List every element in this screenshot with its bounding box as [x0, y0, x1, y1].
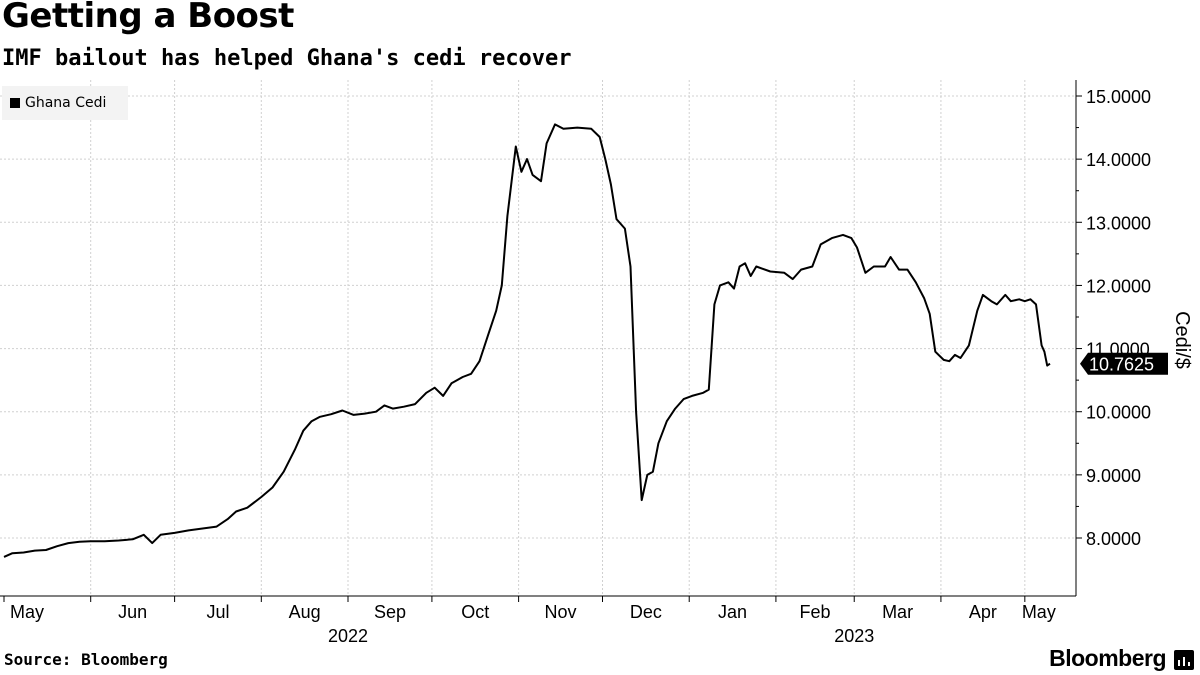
last-value-badge [1080, 352, 1168, 375]
last-value-tag: 10.7625 [1080, 352, 1168, 375]
bloomberg-logo: Bloomberg [1049, 645, 1166, 671]
x-year-label: 2023 [834, 626, 874, 646]
x-tick-label: Dec [630, 602, 662, 622]
x-tick-label: Sep [374, 602, 406, 622]
x-tick-label: Feb [800, 602, 831, 622]
x-tick-label: Mar [882, 602, 913, 622]
legend-swatch [10, 98, 20, 108]
y-tick-label: 14.0000 [1086, 150, 1151, 170]
legend-label: Ghana Cedi [25, 95, 107, 111]
gridlines [0, 80, 1076, 596]
series-line-ghana-cedi [3, 123, 1051, 558]
y-axis-label: Cedi/$ [1171, 311, 1193, 369]
y-axis: 8.00009.000010.000011.000012.000013.0000… [1075, 80, 1193, 596]
x-tick-label: Aug [289, 602, 321, 622]
y-tick-label: 15.0000 [1086, 87, 1151, 107]
legend: Ghana Cedi [2, 86, 128, 120]
y-tick-label: 10.0000 [1086, 403, 1151, 423]
source-note: Source: Bloomberg [4, 650, 168, 669]
x-tick-label: Jun [118, 602, 147, 622]
y-tick-label: 8.0000 [1086, 529, 1141, 549]
chart-title: Getting a Boost [2, 0, 294, 36]
bloomberg-bars-icon [1174, 650, 1194, 670]
x-tick-label: Jul [206, 602, 229, 622]
series-layer [3, 123, 1051, 558]
x-tick-label: May [10, 602, 44, 622]
x-tick-label: Apr [969, 602, 997, 622]
y-tick-label: 13.0000 [1086, 213, 1151, 233]
x-tick-label: Oct [461, 602, 489, 622]
chart-subtitle: IMF bailout has helped Ghana's cedi reco… [2, 46, 572, 71]
x-tick-label: Nov [545, 602, 577, 622]
x-year-label: 2022 [328, 626, 368, 646]
x-tick-label: May [1022, 602, 1056, 622]
y-tick-label: 12.0000 [1086, 276, 1151, 296]
x-axis: May Jun Jul Aug Sep Oct Nov Dec Jan Feb Mar Apr May 2… [0, 595, 1076, 646]
last-value-text: 10.7625 [1089, 355, 1154, 375]
x-tick-label: Jan [718, 602, 747, 622]
y-tick-label: 9.0000 [1086, 466, 1141, 486]
